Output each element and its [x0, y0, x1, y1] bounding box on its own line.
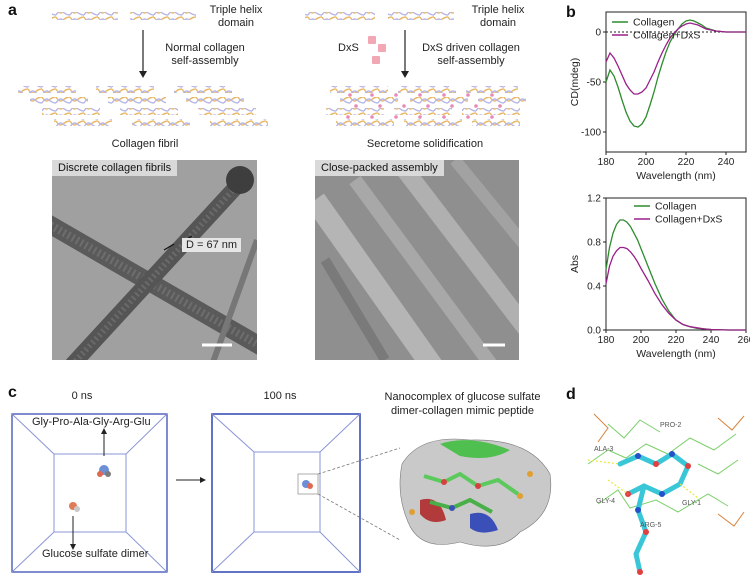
dxs-driven-assembly-label: DxS driven collagen self-assembly: [422, 42, 520, 67]
tem-image-close-packed: Close-packed assembly: [315, 160, 519, 360]
dxs-dots: [346, 93, 502, 119]
tem-tag-discrete: Discrete collagen fibrils: [52, 160, 178, 176]
y-axis-label: Abs: [569, 255, 581, 273]
residue-label-arg5: ARG-5: [640, 522, 662, 529]
panel-label-d: d: [566, 386, 576, 403]
time-label-0ns: 0 ns: [71, 390, 93, 402]
residue-label-pro2: PRO-2: [660, 422, 682, 429]
dxs-label: DxS: [338, 42, 359, 54]
collagen-fibril-left: [18, 86, 268, 126]
x-tick-label: 180: [598, 157, 615, 168]
triple-helix-label-right: Triple helix domain: [471, 4, 525, 29]
cd-spectrum-chart: 180 200 220 240 0 -50 -100 Wavelength (nm) CD(md…: [569, 11, 747, 182]
residue-label-ala3: ALA-3: [594, 446, 614, 453]
residue-label-gly1: GLY-1: [682, 500, 702, 507]
series-line-collagen-dxs: [605, 246, 746, 331]
x-tick-label: 220: [668, 335, 685, 346]
time-label-100ns: 100 ns: [263, 390, 297, 402]
peptide-hbond-structure: [587, 413, 745, 575]
nanocomplex-label: Nanocomplex of glucose sulfate dimer-col…: [384, 391, 541, 417]
d-spacing-label: D = 67 nm: [182, 238, 242, 252]
y-tick-label: 0.4: [587, 282, 601, 293]
x-tick-label: 220: [678, 157, 695, 168]
secretome-solidification-label: Secretome solidification: [366, 138, 484, 150]
triple-helix-label-left: Triple helix domain: [209, 4, 263, 29]
y-tick-label: 0: [595, 28, 601, 39]
y-tick-label: -100: [581, 128, 601, 139]
y-tick-label: 1.2: [587, 194, 601, 205]
dimer-molecule-0ns: [69, 502, 80, 512]
peptide-molecule-0ns: [97, 465, 111, 477]
y-tick-label: 0.8: [587, 238, 601, 249]
legend-label: Collagen+DxS: [655, 214, 722, 226]
series-line-collagen: [605, 19, 746, 128]
x-tick-label: 200: [638, 157, 655, 168]
y-tick-label: 0.0: [587, 326, 601, 337]
legend-label: Collagen: [633, 17, 675, 29]
x-tick-label: 200: [633, 335, 650, 346]
collagen-fibril-label: Collagen fibril: [111, 138, 179, 150]
x-axis-label: Wavelength (nm): [636, 170, 716, 182]
legend-label: Collagen+DxS: [633, 30, 700, 42]
x-tick-label: 240: [703, 335, 720, 346]
secretome-assembly-right: [326, 86, 526, 126]
x-axis-label: Wavelength (nm): [636, 348, 716, 360]
glucose-dimer-label: Glucose sulfate dimer: [42, 548, 149, 560]
y-axis-label: CD(mdeg): [569, 58, 581, 106]
series-line-collagen-dxs: [605, 22, 746, 95]
legend-label: Collagen: [655, 201, 697, 213]
panel-a-schematic: [18, 12, 526, 126]
panel-label-b: b: [566, 4, 576, 21]
normal-assembly-label: Normal collagen self-assembly: [165, 42, 245, 67]
tem-image-discrete-fibrils: Discrete collagen fibrils D = 67 nm: [52, 160, 257, 360]
panel-label-c: c: [8, 384, 17, 401]
absorbance-spectrum-chart: 180 200 220 240 260 0.0 0.4 0.8 1.2 Wavelength (n…: [569, 194, 750, 361]
y-tick-label: -50: [587, 78, 602, 89]
tem-tag-close-packed: Close-packed assembly: [315, 160, 444, 176]
complex-molecule-100ns: [302, 480, 313, 489]
panel-label-a: a: [8, 2, 17, 19]
md-simulation-boxes: [11, 413, 552, 573]
x-tick-label: 180: [598, 335, 615, 346]
series-line-collagen: [605, 219, 746, 331]
x-tick-label: 260: [738, 335, 750, 346]
peptide-sequence-label: Gly-Pro-Ala-Gly-Arg-Glu: [32, 416, 151, 428]
nanocomplex-surface: [399, 438, 552, 547]
residue-label-gly4: GLY-4: [596, 498, 616, 505]
x-tick-label: 240: [718, 157, 735, 168]
